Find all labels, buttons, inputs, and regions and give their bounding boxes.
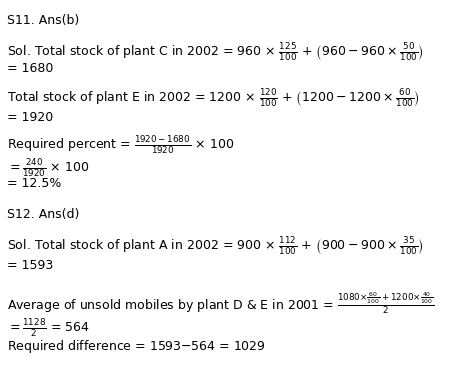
Text: Required percent = $\frac{1920-1680}{1920}$ $\times$ 100: Required percent = $\frac{1920-1680}{192… — [7, 134, 234, 156]
Text: Required difference = 1593$-$564 = 1029: Required difference = 1593$-$564 = 1029 — [7, 338, 266, 356]
Text: $=\frac{1128}{2}$ = 564: $=\frac{1128}{2}$ = 564 — [7, 317, 90, 339]
Text: = 12.5%: = 12.5% — [7, 177, 61, 190]
Text: Sol. Total stock of plant C in 2002 = 960 $\times$ $\frac{125}{100}$ + $\left(96: Sol. Total stock of plant C in 2002 = 96… — [7, 41, 424, 63]
Text: = 1593: = 1593 — [7, 259, 53, 272]
Text: Sol. Total stock of plant A in 2002 = 900 $\times$ $\frac{112}{100}$ + $\left(90: Sol. Total stock of plant A in 2002 = 90… — [7, 235, 424, 257]
Text: = 1680: = 1680 — [7, 62, 53, 75]
Text: S12. Ans(d): S12. Ans(d) — [7, 208, 79, 221]
Text: Average of unsold mobiles by plant D & E in 2001 = $\frac{1080{\times}\frac{60}{: Average of unsold mobiles by plant D & E… — [7, 290, 435, 315]
Text: $=\frac{240}{1920}$ $\times$ 100: $=\frac{240}{1920}$ $\times$ 100 — [7, 158, 89, 179]
Text: Total stock of plant E in 2002 = 1200 $\times$ $\frac{120}{100}$ + $\left(1200 -: Total stock of plant E in 2002 = 1200 $\… — [7, 88, 420, 109]
Text: = 1920: = 1920 — [7, 111, 53, 124]
Text: S11. Ans(b): S11. Ans(b) — [7, 14, 79, 26]
